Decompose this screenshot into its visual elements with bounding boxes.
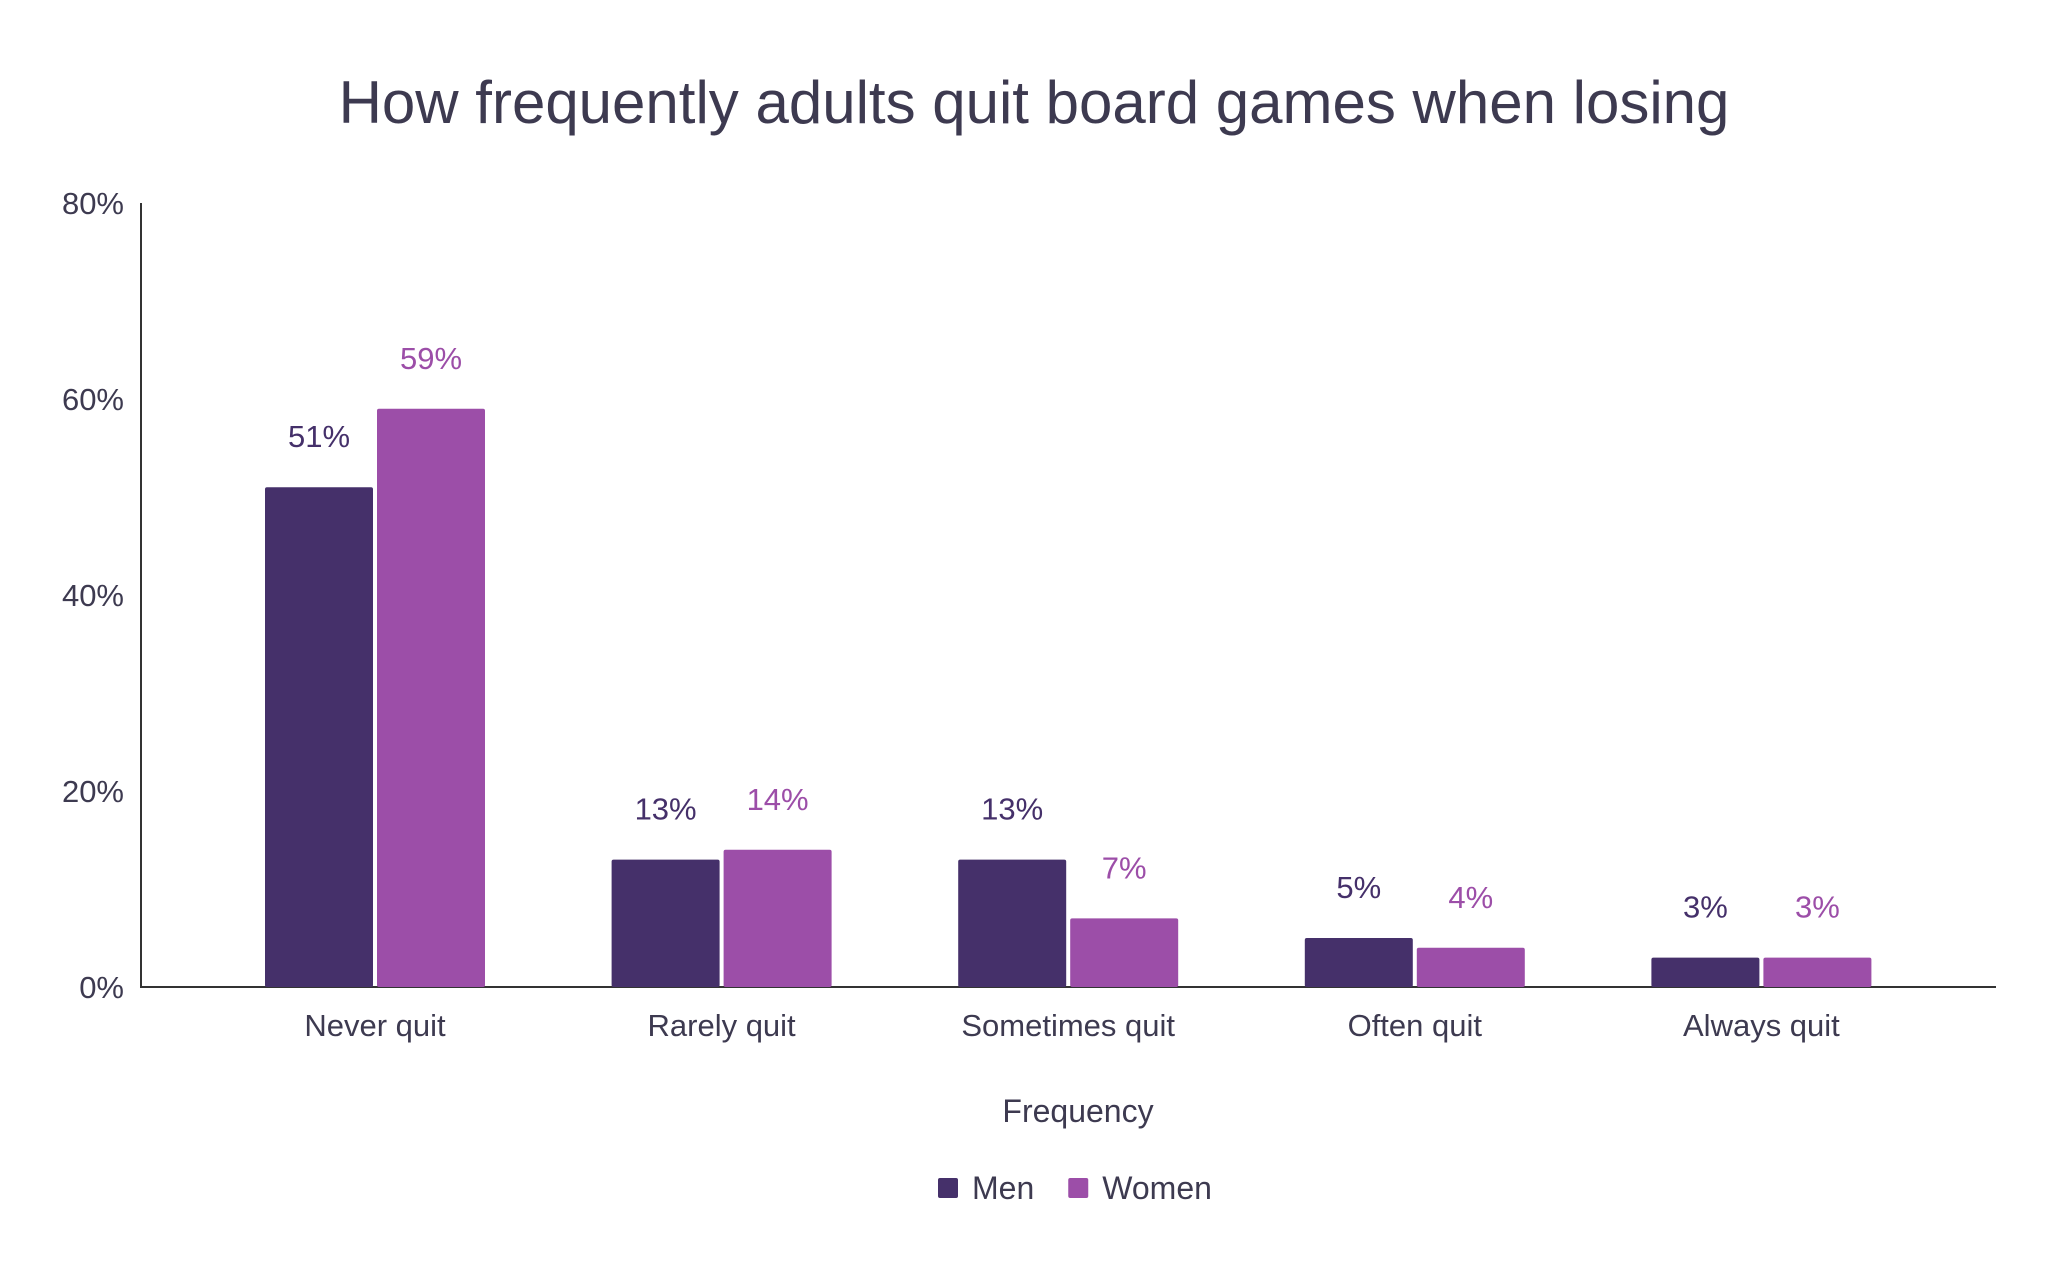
- bar-men: [611, 859, 720, 987]
- x-tick-label: Often quit: [1348, 1008, 1483, 1043]
- y-tick-label: 60%: [62, 382, 124, 417]
- legend-label: Women: [1102, 1170, 1212, 1206]
- data-label: 59%: [400, 341, 462, 376]
- bar-women: [1070, 918, 1179, 987]
- bar-women: [377, 408, 485, 987]
- data-label: 3%: [1683, 890, 1728, 925]
- legend-swatch-women: [1068, 1178, 1089, 1198]
- x-tick-label: Never quit: [304, 1008, 446, 1043]
- bar-women: [1416, 947, 1525, 987]
- data-label: 13%: [981, 792, 1043, 827]
- chart-title: How frequently adults quit board games w…: [339, 69, 1730, 136]
- bar-women: [1763, 957, 1872, 987]
- bar-men: [1304, 938, 1413, 987]
- data-label: 4%: [1448, 880, 1493, 915]
- x-tick-label: Always quit: [1683, 1008, 1840, 1043]
- y-tick-label: 20%: [62, 774, 124, 809]
- legend-label: Men: [972, 1170, 1034, 1206]
- data-label: 13%: [635, 792, 697, 827]
- y-tick-label: 80%: [62, 186, 124, 221]
- data-label: 7%: [1102, 850, 1147, 885]
- legend: Men Women: [938, 1170, 1212, 1206]
- x-tick-label: Sometimes quit: [961, 1008, 1175, 1043]
- y-tick-label: 40%: [62, 578, 124, 613]
- x-tick-label: Rarely quit: [648, 1008, 797, 1043]
- bar-men: [265, 487, 373, 987]
- y-tick-label: 0%: [79, 970, 124, 1005]
- bar-men: [1651, 957, 1760, 987]
- data-label: 3%: [1795, 890, 1840, 925]
- data-label: 51%: [288, 419, 350, 454]
- bar-women: [723, 849, 832, 987]
- x-axis-title: Frequency: [1002, 1093, 1153, 1129]
- legend-swatch-men: [938, 1178, 958, 1198]
- data-label: 5%: [1336, 870, 1381, 905]
- data-label: 14%: [747, 782, 809, 817]
- bar-men: [958, 859, 1067, 987]
